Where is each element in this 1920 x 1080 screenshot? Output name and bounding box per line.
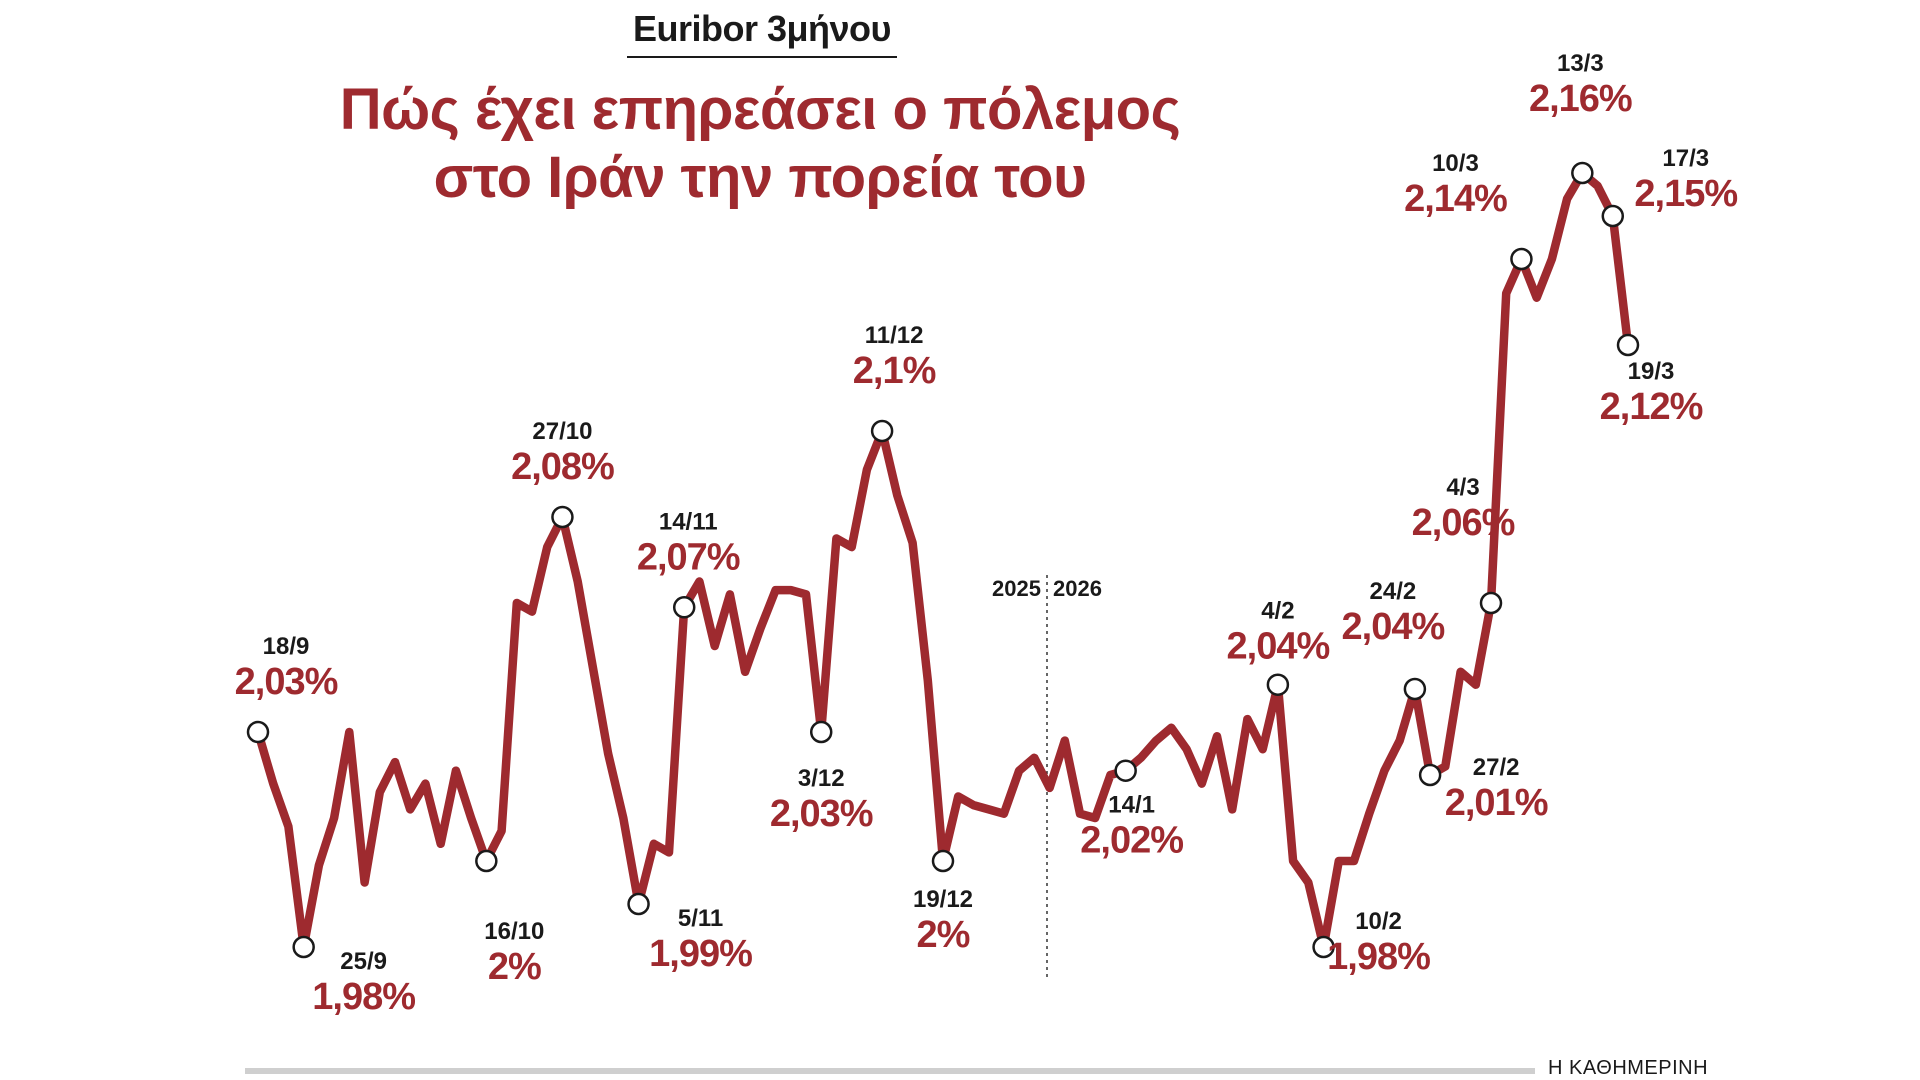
bottom-rule [245, 1068, 1535, 1074]
date-label-27-2: 27/2 [1473, 754, 1520, 781]
value-label-25-9: 1,98% [312, 976, 415, 1018]
marker-14-11 [672, 596, 696, 619]
date-label-14-11: 14/11 [659, 508, 718, 535]
value-label-27-2: 2,01% [1445, 782, 1548, 824]
marker-10-3 [1510, 247, 1533, 271]
series-layer [253, 168, 1633, 952]
value-label-17-3: 2,15% [1634, 173, 1737, 215]
year-label-right: 2026 [1053, 576, 1102, 601]
marker-11-12 [870, 419, 894, 443]
marker-24-2 [1403, 677, 1427, 701]
date-label-18-9: 18/9 [263, 633, 310, 660]
chart-title-line-1: Πώς έχει επηρεάσει ο πόλεμος [339, 77, 1181, 142]
date-label-10-3: 10/3 [1432, 150, 1479, 177]
date-label-4-3: 4/3 [1446, 474, 1479, 501]
date-label-13-3: 13/3 [1557, 50, 1604, 77]
date-label-11-12: 11/12 [865, 322, 924, 349]
year-label-left: 2025 [992, 576, 1041, 601]
annotation-layer: 18/92,03%25/91,98%16/102%27/102,08%5/111… [235, 50, 1739, 1018]
value-label-24-2: 2,04% [1342, 606, 1445, 648]
marker-4-2 [1266, 673, 1290, 696]
value-label-14-11: 2,07% [637, 536, 740, 578]
marker-18-9 [246, 720, 270, 744]
value-label-14-1: 2,02% [1080, 820, 1183, 862]
value-label-11-12: 2,1% [853, 350, 936, 392]
marker-16-10 [475, 849, 498, 873]
marker-13-3 [1571, 161, 1594, 185]
value-label-5-11: 1,99% [649, 933, 752, 975]
date-label-4-2: 4/2 [1261, 598, 1294, 625]
date-label-19-3: 19/3 [1628, 358, 1675, 385]
marker-19-3 [1616, 333, 1640, 357]
date-label-27-10: 27/10 [532, 418, 592, 445]
date-label-5-11: 5/11 [678, 905, 723, 932]
date-label-14-1: 14/1 [1108, 792, 1155, 819]
date-label-16-10: 16/10 [484, 918, 544, 945]
chart-title: Πώς έχει επηρεάσει ο πόλεμος στο Ιράν τη… [300, 76, 1220, 212]
marker-layer [246, 161, 1640, 959]
marker-27-2 [1418, 763, 1442, 787]
date-label-10-2: 10/2 [1355, 908, 1402, 935]
value-label-16-10: 2% [488, 946, 541, 988]
date-label-17-3: 17/3 [1662, 145, 1709, 172]
date-label-24-2: 24/2 [1370, 578, 1417, 605]
value-label-19-3: 2,12% [1600, 386, 1703, 428]
marker-3-12 [809, 720, 833, 744]
marker-17-3 [1601, 204, 1625, 228]
series-line [253, 168, 1633, 952]
marker-25-9 [292, 935, 315, 959]
value-label-10-3: 2,14% [1404, 178, 1507, 220]
marker-19-12 [931, 849, 955, 873]
chart-title-line-2: στο Ιράν την πορεία του [433, 145, 1087, 210]
date-label-3-12: 3/12 [798, 765, 845, 792]
date-label-25-9: 25/9 [340, 948, 387, 975]
value-label-18-9: 2,03% [235, 661, 338, 703]
year-divider: 2025 2026 [992, 575, 1102, 980]
marker-10-2 [1312, 935, 1335, 959]
value-label-27-10: 2,08% [511, 446, 614, 488]
value-label-4-2: 2,04% [1227, 626, 1330, 668]
marker-5-11 [627, 892, 650, 916]
marker-4-3 [1479, 591, 1503, 615]
value-label-19-12: 2% [917, 914, 970, 956]
credit-label: Η ΚΑΘΗΜΕΡΙΝΗ [1548, 1057, 1709, 1079]
value-label-13-3: 2,16% [1529, 78, 1632, 120]
value-label-4-3: 2,06% [1412, 502, 1515, 544]
marker-27-10 [551, 505, 574, 529]
marker-14-1 [1114, 759, 1137, 782]
chart-kicker: Euribor 3μήνου [627, 8, 897, 58]
date-label-19-12: 19/12 [913, 886, 973, 913]
value-label-10-2: 1,98% [1327, 936, 1430, 978]
value-label-3-12: 2,03% [770, 793, 873, 835]
